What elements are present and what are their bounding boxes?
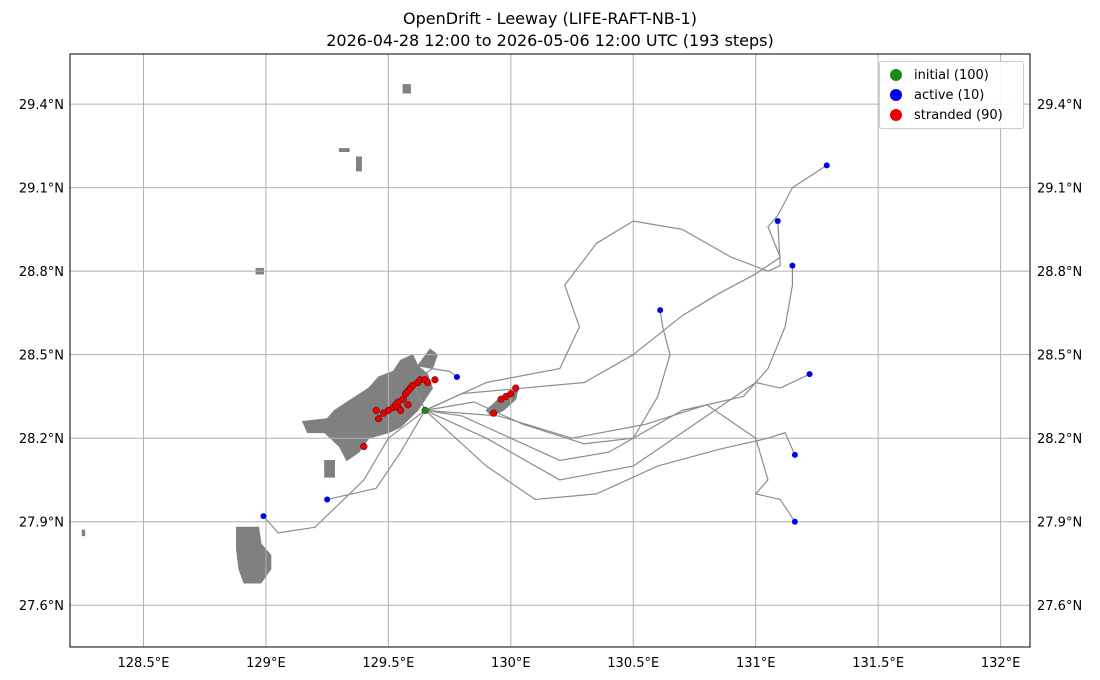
lat-tick-label-right-4: 28.8°N [1037,265,1082,280]
chart-title-line2: 2026-04-28 12:00 to 2026-05-06 12:00 UTC… [326,31,774,50]
lon-tick-label-7: 132°E [981,656,1021,671]
active-point-9 [791,518,798,525]
land-polygon-9 [81,529,86,537]
legend-item-stranded: stranded (90) [890,105,1003,125]
trajectory-5 [412,367,458,411]
lon-tick-label-0: 128.5°E [118,656,170,671]
lon-tick-label-6: 131.5°E [852,656,904,671]
legend-label-active: active (10) [914,87,985,103]
lat-tick-label-left-6: 29.4°N [19,98,64,113]
stranded-point-18 [397,406,405,414]
trajectory-layer [263,164,828,534]
stranded-point-1 [375,415,383,423]
stranded-point-19 [404,401,412,409]
active-point-1 [774,218,781,225]
stranded-point-21 [490,409,498,417]
tick-labels: 128.5°E 129°E 129.5°E 130°E 130.5°E 131°E 131.… [19,98,1082,671]
lat-tick-label-right-3: 28.5°N [1037,349,1082,364]
stranded-point-25 [512,384,520,392]
land-polygon-6 [356,156,362,172]
lat-tick-label-left-3: 28.5°N [19,349,64,364]
trajectory-0 [424,164,828,411]
lat-tick-label-right-0: 27.6°N [1037,599,1082,614]
stranded-point-16 [431,376,439,384]
trajectory-3 [425,265,794,462]
grid-layer [70,54,1030,647]
active-point-2 [789,262,796,269]
lat-tick-label-right-6: 29.4°N [1037,98,1082,113]
stranded-point-20 [360,442,368,451]
land-polygon-0 [301,354,434,462]
active-point-8 [324,496,331,503]
legend: initial (100) active (10) stranded (90) [879,61,1024,129]
lon-tick-label-4: 130.5°E [607,656,659,671]
lat-tick-label-right-1: 27.9°N [1037,516,1082,531]
particle-layer [260,162,830,525]
legend-marker-active [890,89,902,101]
active-point-3 [657,307,664,314]
lat-tick-label-right-2: 28.2°N [1037,432,1082,447]
lon-tick-label-5: 131°E [736,656,776,671]
legend-label-initial: initial (100) [914,67,989,83]
chart-title-line1: OpenDrift - Leeway (LIFE-RAFT-NB-1) [403,9,697,28]
land-polygon-8 [338,148,350,152]
legend-marker-stranded [890,109,902,121]
land-polygon-1 [324,459,335,478]
lat-tick-label-left-1: 27.9°N [19,516,64,531]
initial-point [421,406,429,414]
lon-tick-label-1: 129°E [246,656,286,671]
legend-label-stranded: stranded (90) [914,107,1003,123]
active-point-6 [791,451,798,458]
plot-frame [69,53,1031,648]
lon-tick-label-3: 130°E [491,656,531,671]
trajectory-6 [424,409,796,501]
stranded-point-0 [372,406,380,414]
lat-tick-label-left-4: 28.8°N [19,265,64,280]
trajectory-1 [424,220,781,411]
lat-tick-label-left-0: 27.6°N [19,599,64,614]
trajectory-8 [327,410,426,501]
stranded-point-15 [424,378,432,387]
active-point-4 [806,371,813,378]
legend-item-active: active (10) [890,85,984,105]
active-point-5 [453,373,460,380]
legend-marker-initial [890,69,902,81]
lat-tick-label-left-5: 29.1°N [19,182,64,197]
trajectory-4 [424,373,810,481]
active-point-7 [260,513,267,520]
lat-tick-label-left-2: 28.2°N [19,432,64,447]
trajectory-7 [263,409,426,534]
lat-tick-label-right-5: 29.1°N [1037,182,1082,197]
legend-item-initial: initial (100) [890,65,989,85]
lon-tick-label-2: 129.5°E [362,656,414,671]
stranded-point-24 [507,390,515,398]
active-point-0 [823,162,830,169]
land-polygon-5 [402,84,411,94]
land-polygon-2 [416,348,438,370]
trajectory-9 [425,404,796,523]
land-layer [81,84,519,584]
